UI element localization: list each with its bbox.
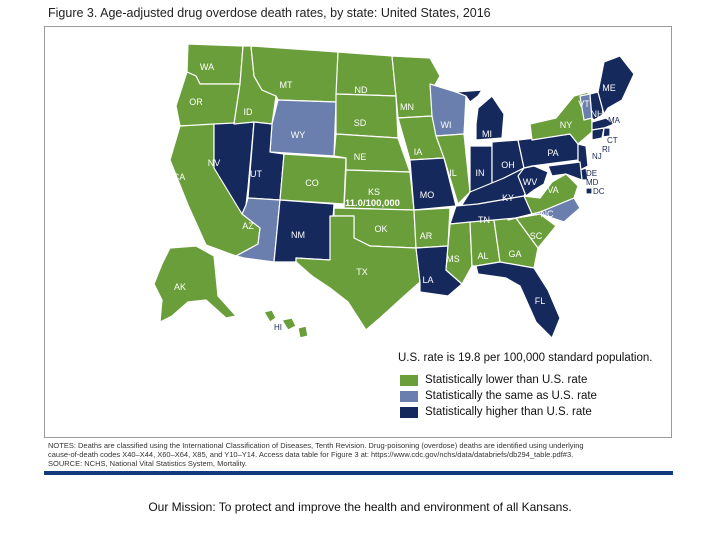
label-MD: MD bbox=[586, 178, 599, 187]
notes-line-1: NOTES: Deaths are classified using the I… bbox=[48, 441, 584, 450]
us-map: WA OR CA NV ID MT WY UT AZ CO NM ND SD N… bbox=[153, 43, 635, 339]
label-MN: MN bbox=[400, 102, 414, 112]
label-CO: CO bbox=[305, 178, 319, 188]
state-AK bbox=[153, 245, 237, 323]
label-NE: NE bbox=[354, 152, 367, 162]
label-NJ: NJ bbox=[592, 152, 602, 161]
state-ME bbox=[597, 55, 635, 115]
state-HI-2 bbox=[281, 317, 297, 331]
label-HI: HI bbox=[274, 323, 282, 332]
label-PA: PA bbox=[547, 148, 558, 158]
state-MO bbox=[409, 157, 457, 211]
state-NE bbox=[333, 133, 411, 173]
label-IN: IN bbox=[476, 168, 485, 178]
label-VT: VT bbox=[578, 99, 590, 109]
label-AZ: AZ bbox=[242, 221, 254, 231]
legend-label-higher: Statistically higher than U.S. rate bbox=[425, 406, 592, 418]
label-SC: SC bbox=[530, 231, 543, 241]
label-NV: NV bbox=[208, 158, 221, 168]
label-MI: MI bbox=[482, 129, 492, 139]
label-KY: KY bbox=[502, 193, 514, 203]
label-NY: NY bbox=[560, 120, 573, 130]
mission-statement: Our Mission: To protect and improve the … bbox=[148, 500, 572, 514]
label-OR: OR bbox=[189, 97, 203, 107]
label-AK: AK bbox=[174, 282, 186, 292]
kansas-rate-label: 11.0/100,000 bbox=[345, 198, 400, 209]
footer-rule bbox=[44, 471, 673, 475]
label-OH: OH bbox=[501, 160, 515, 170]
label-UT: UT bbox=[250, 169, 262, 179]
state-SD bbox=[335, 93, 399, 139]
label-AR: AR bbox=[420, 231, 433, 241]
state-CT bbox=[591, 127, 605, 141]
label-KS: KS bbox=[368, 187, 380, 197]
figure-title: Figure 3. Age-adjusted drug overdose dea… bbox=[48, 6, 491, 20]
label-WY: WY bbox=[291, 130, 306, 140]
label-CA: CA bbox=[173, 172, 186, 182]
legend-swatch-lower bbox=[400, 374, 418, 386]
label-IA: IA bbox=[414, 147, 423, 157]
legend-item-higher: Statistically higher than U.S. rate bbox=[400, 406, 592, 418]
state-MI bbox=[455, 89, 483, 103]
label-DE: DE bbox=[586, 169, 597, 178]
label-VA: VA bbox=[547, 185, 558, 195]
state-WY bbox=[269, 99, 337, 157]
label-MA: MA bbox=[608, 116, 621, 125]
legend-item-lower: Statistically lower than U.S. rate bbox=[400, 374, 587, 386]
legend-item-same: Statistically the same as U.S. rate bbox=[400, 390, 597, 402]
state-FL bbox=[475, 261, 561, 339]
label-MS: MS bbox=[446, 254, 460, 264]
label-MO: MO bbox=[420, 190, 435, 200]
label-WV: WV bbox=[523, 177, 538, 187]
label-IL: IL bbox=[449, 168, 457, 178]
state-VA bbox=[523, 173, 579, 215]
label-WI: WI bbox=[441, 120, 452, 130]
label-LA: LA bbox=[422, 275, 433, 285]
state-MA bbox=[591, 117, 615, 131]
notes-line-2: cause-of-death codes X40–X44, X60–X64, X… bbox=[48, 450, 574, 459]
figure-frame bbox=[44, 26, 672, 438]
state-IL bbox=[435, 133, 471, 205]
legend-label-lower: Statistically lower than U.S. rate bbox=[425, 374, 588, 386]
label-ID: ID bbox=[244, 107, 254, 117]
state-RI bbox=[602, 127, 611, 138]
state-DC bbox=[585, 187, 593, 195]
notes-line-3: SOURCE: NCHS, National Vital Statistics … bbox=[48, 459, 247, 468]
state-MI-lower bbox=[475, 95, 505, 141]
label-NH: NH bbox=[591, 109, 604, 119]
legend-title: U.S. rate is 19.8 per 100,000 standard p… bbox=[398, 352, 653, 364]
label-ME: ME bbox=[602, 83, 616, 93]
legend-label-same: Statistically the same as U.S. rate bbox=[425, 390, 597, 402]
label-TX: TX bbox=[356, 267, 368, 277]
label-WA: WA bbox=[200, 62, 214, 72]
label-AL: AL bbox=[477, 251, 488, 261]
label-MT: MT bbox=[280, 80, 293, 90]
label-DC: DC bbox=[593, 187, 605, 196]
label-NC: NC bbox=[541, 209, 554, 219]
label-ND: ND bbox=[355, 85, 368, 95]
state-AR bbox=[413, 207, 451, 249]
label-TN: TN bbox=[478, 215, 490, 225]
label-GA: GA bbox=[508, 249, 521, 259]
label-FL: FL bbox=[535, 296, 546, 306]
label-NM: NM bbox=[291, 230, 305, 240]
label-CT: CT bbox=[607, 136, 618, 145]
label-OK: OK bbox=[374, 224, 387, 234]
state-TX bbox=[295, 215, 421, 331]
legend-swatch-same bbox=[400, 390, 418, 402]
state-HI-3 bbox=[297, 325, 309, 339]
label-SD: SD bbox=[354, 118, 367, 128]
state-NH bbox=[589, 91, 605, 121]
legend-swatch-higher bbox=[400, 406, 418, 418]
state-HI bbox=[263, 309, 277, 323]
state-MD bbox=[547, 161, 583, 181]
figure-notes: NOTES: Deaths are classified using the I… bbox=[48, 441, 678, 468]
label-RI: RI bbox=[602, 145, 610, 154]
